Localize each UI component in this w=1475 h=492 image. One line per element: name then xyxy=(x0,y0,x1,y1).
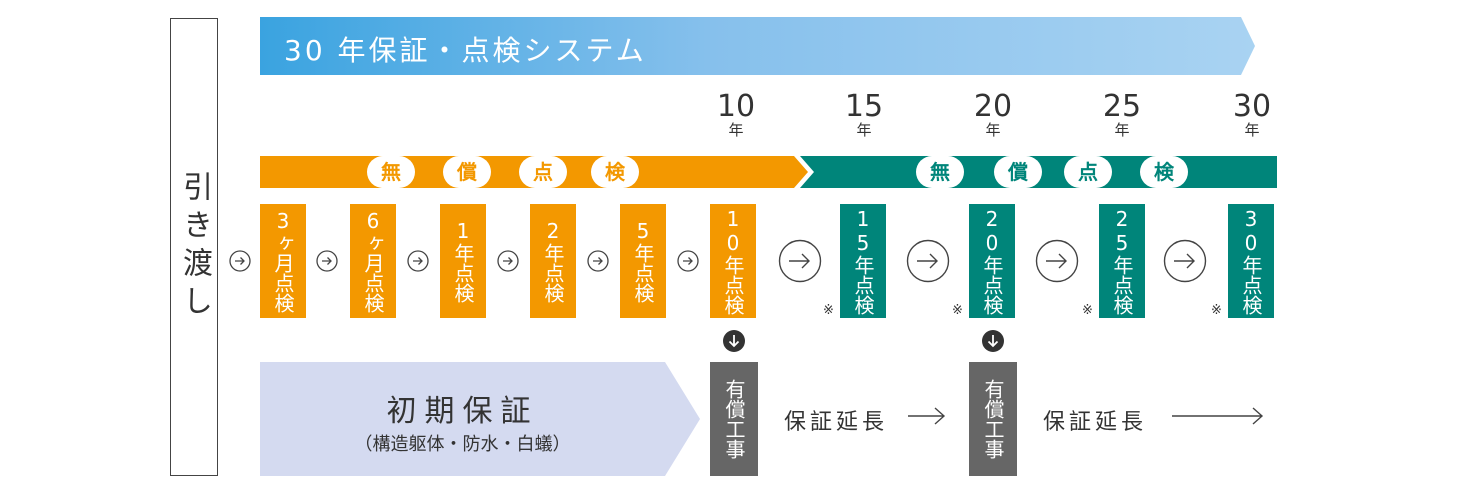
inspection-box: 10年点検 xyxy=(710,204,756,318)
paid-work-label: 有償工事 xyxy=(981,379,1005,459)
year-marker-25: 25 年 xyxy=(1092,89,1152,139)
note-mark: ※ xyxy=(1211,303,1222,318)
year-unit: 年 xyxy=(1114,121,1130,139)
inspection-box: 6ヶ月点検 xyxy=(350,204,396,318)
inspection-label: 15年点検 xyxy=(851,207,875,315)
year-number: 20 xyxy=(973,89,1013,124)
band-char: 無 xyxy=(367,156,415,188)
inspection-box: 25年点検 xyxy=(1099,204,1145,318)
inspection-label: 10年点検 xyxy=(721,207,745,315)
year-marker-10: 10 年 xyxy=(706,89,766,139)
arrow-down-circle-icon xyxy=(723,330,745,352)
year-marker-15: 15 年 xyxy=(834,89,894,139)
arrow-right-icon xyxy=(1172,407,1264,425)
arrow-right-circle-icon xyxy=(407,250,429,272)
initial-warranty-subtitle: （構造躯体・防水・白蟻） xyxy=(354,434,571,455)
band-char: 点 xyxy=(519,156,567,188)
paid-work-box: 有償工事 xyxy=(710,362,758,476)
inspection-label: 5年点検 xyxy=(631,219,655,303)
handover-box: 引き渡し xyxy=(170,18,218,476)
inspection-label: 2年点検 xyxy=(541,219,565,303)
initial-warranty-title: 初期保証 xyxy=(386,394,539,429)
year-number: 10 xyxy=(716,89,756,124)
year-unit: 年 xyxy=(728,121,744,139)
year-number: 25 xyxy=(1102,89,1142,124)
banner-title: 30 年保証・点検システム xyxy=(284,34,647,67)
inspection-label: 1年点検 xyxy=(451,219,475,303)
inspection-label: 6ヶ月点検 xyxy=(361,209,385,313)
band-char: 点 xyxy=(1064,156,1112,188)
arrow-right-circle-icon xyxy=(497,250,519,272)
paid-work-box: 有償工事 xyxy=(969,362,1017,476)
arrow-right-circle-icon xyxy=(316,250,338,272)
inspection-box: 3ヶ月点検 xyxy=(260,204,306,318)
arrow-down-circle-icon xyxy=(982,330,1004,352)
inspection-label: 25年点検 xyxy=(1110,207,1134,315)
inspection-box: 2年点検 xyxy=(530,204,576,318)
band-char: 償 xyxy=(994,156,1042,188)
arrow-right-circle-icon xyxy=(229,250,251,272)
band-char: 検 xyxy=(1140,156,1188,188)
year-marker-20: 20 年 xyxy=(963,89,1023,139)
band-char: 検 xyxy=(591,156,639,188)
inspection-label: 30年点検 xyxy=(1239,207,1263,315)
year-number: 15 xyxy=(844,89,884,124)
arrow-right-circle-icon xyxy=(1163,239,1207,283)
initial-warranty-arrow: 初期保証 （構造躯体・防水・白蟻） xyxy=(260,362,700,476)
inspection-box: 5年点検 xyxy=(620,204,666,318)
arrow-right-circle-icon xyxy=(587,250,609,272)
warranty-extension-label: 保証延長 xyxy=(784,410,889,435)
inspection-label: 20年点検 xyxy=(980,207,1004,315)
note-mark: ※ xyxy=(1082,303,1093,318)
paid-work-label: 有償工事 xyxy=(722,379,746,459)
arrow-right-circle-icon xyxy=(778,239,822,283)
warranty-extension-label: 保証延長 xyxy=(1043,410,1148,435)
system-banner: 30 年保証・点検システム xyxy=(260,17,1255,75)
arrow-right-circle-icon xyxy=(906,239,950,283)
year-unit: 年 xyxy=(985,121,1001,139)
year-marker-30: 30 年 xyxy=(1222,89,1282,139)
handover-label: 引き渡し xyxy=(177,171,212,323)
arrow-right-circle-icon xyxy=(1035,239,1079,283)
inspection-box: 20年点検 xyxy=(969,204,1015,318)
arrow-right-circle-icon xyxy=(677,250,699,272)
year-unit: 年 xyxy=(856,121,872,139)
band-char: 無 xyxy=(916,156,964,188)
inspection-box: 15年点検 xyxy=(840,204,886,318)
note-mark: ※ xyxy=(823,303,834,318)
arrow-right-icon xyxy=(908,407,946,425)
note-mark: ※ xyxy=(952,303,963,318)
inspection-box: 30年点検 xyxy=(1228,204,1274,318)
inspection-box: 1年点検 xyxy=(440,204,486,318)
inspection-label: 3ヶ月点検 xyxy=(271,209,295,313)
year-unit: 年 xyxy=(1244,121,1260,139)
band-char: 償 xyxy=(443,156,491,188)
year-number: 30 xyxy=(1232,89,1272,124)
